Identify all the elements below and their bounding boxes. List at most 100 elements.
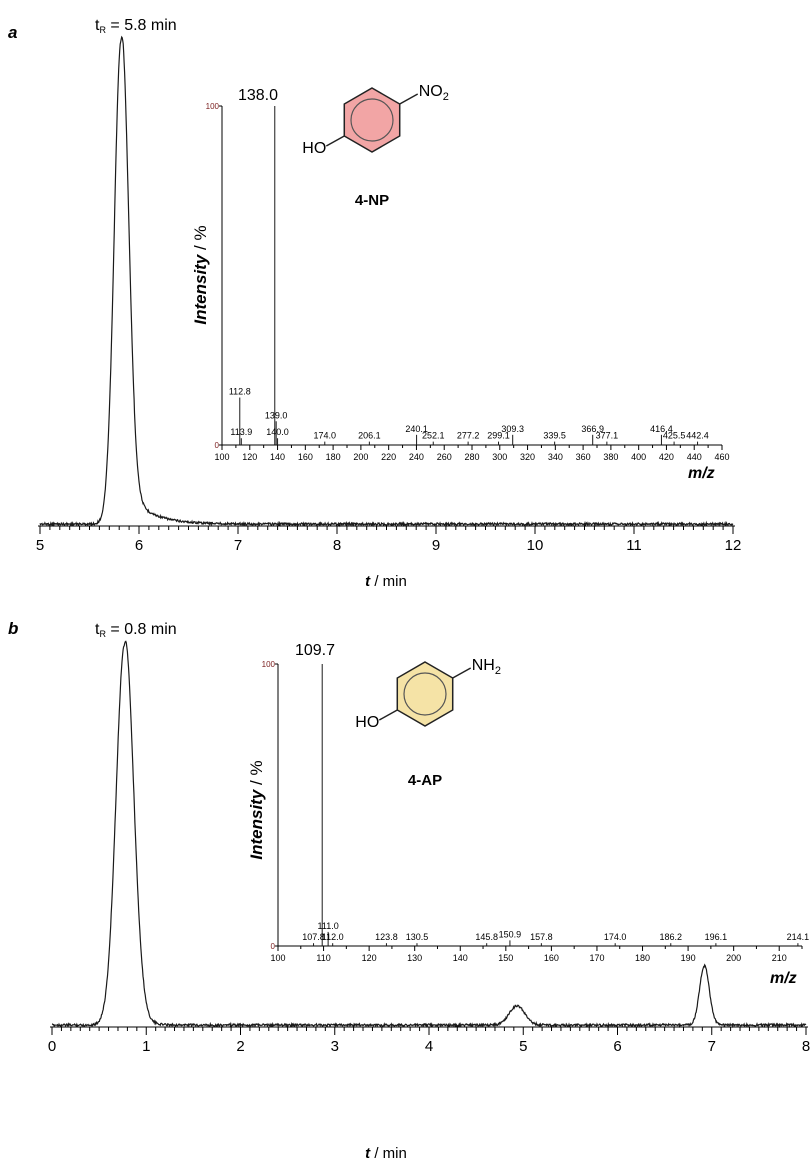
ms-peak-label: 339.5 — [543, 431, 566, 441]
substituent-bond — [452, 667, 472, 679]
inset-x-tick-label: 150 — [498, 953, 513, 963]
aromatic-circle — [350, 98, 394, 142]
inset-x-tick-label: 100 — [270, 953, 285, 963]
panel-b: b tR = 0.8 min 0 1 2 3 4 5 6 7 8 t / min 0 100 100 110 1… — [8, 619, 810, 1162]
x-axis-title: t / min — [365, 1145, 407, 1162]
x-tick-label: 9 — [432, 537, 440, 554]
x-tick-label: 5 — [36, 537, 44, 554]
inset-y-tick-label: 0 — [215, 441, 220, 450]
x-axis-title: t / min — [365, 573, 407, 590]
inset-x-tick-label: 110 — [316, 953, 330, 963]
hydroxyl-label: HO — [302, 140, 326, 157]
panel-letter-a: a — [8, 23, 17, 42]
inset-x-tick-label: 140 — [270, 452, 285, 462]
retention-time-annotation: tR = 0.8 min — [95, 621, 177, 639]
inset-x-tick-label: 420 — [659, 452, 674, 462]
inset-x-tick-label: 360 — [576, 452, 591, 462]
ms-peak-label: 174.0 — [314, 431, 337, 441]
inset-x-axis-title: m/z — [688, 465, 715, 482]
inset-x-tick-label: 280 — [464, 452, 479, 462]
hydroxyl-bond — [325, 135, 345, 147]
substituent-label: NH2 — [472, 657, 501, 677]
substituent-bond — [399, 93, 419, 105]
ms-peak-label: 196.1 — [705, 932, 728, 942]
inset-x-tick-label: 100 — [214, 452, 229, 462]
ms-peak-label: 111.0 — [318, 921, 339, 931]
x-tick-label: 10 — [527, 537, 544, 554]
x-tick-label: 5 — [519, 1038, 527, 1055]
inset-x-tick-label: 180 — [326, 452, 341, 462]
benzene-ring-icon — [343, 87, 401, 153]
x-tick-label: 6 — [135, 537, 143, 554]
ms-peak-label: 157.8 — [530, 932, 553, 942]
hydroxyl-label: HO — [355, 714, 379, 731]
ms-peak-label: 145.8 — [475, 932, 498, 942]
inset-x-tick-label: 200 — [353, 452, 368, 462]
inset-x-tick-label: 400 — [631, 452, 646, 462]
ms-peak-label: 377.1 — [596, 431, 619, 441]
inset-x-tick-label: 260 — [437, 452, 452, 462]
ms-peak-label: 425.5 — [663, 431, 686, 441]
inset-x-tick-label: 320 — [520, 452, 535, 462]
inset-x-tick-label: 170 — [589, 953, 604, 963]
ms-peak-label: 112.8 — [229, 387, 251, 397]
inset-x-tick-label: 460 — [714, 452, 729, 462]
compound-name: 4-NP — [355, 192, 389, 209]
inset-x-tick-label: 160 — [298, 452, 313, 462]
ms-peak-label: 112.0 — [322, 932, 344, 942]
ms-peak-label: 366.9 — [581, 424, 604, 434]
inset-x-tick-label: 240 — [409, 452, 424, 462]
ms-peak-label: 214.1 — [787, 932, 810, 942]
chromatogram-trace — [51, 640, 807, 1029]
inset-y-tick-label: 0 — [271, 942, 276, 951]
inset-x-tick-label: 180 — [635, 953, 650, 963]
x-tick-label: 11 — [626, 537, 642, 554]
inset-x-tick-label: 380 — [603, 452, 618, 462]
inset-x-tick-label: 130 — [407, 953, 422, 963]
ms-peak-label: 299.1 — [487, 431, 510, 441]
inset-y-tick-label: 100 — [262, 660, 276, 669]
inset-x-tick-label: 200 — [726, 953, 741, 963]
inset-y-tick-label: 100 — [206, 102, 220, 111]
compound-name: 4-AP — [408, 772, 442, 789]
ms-peak-label: 442.4 — [686, 431, 709, 441]
aromatic-circle — [403, 672, 447, 716]
chromatogram-trace — [39, 35, 734, 528]
x-tick-label: 2 — [236, 1038, 244, 1055]
inset-x-tick-label: 440 — [687, 452, 702, 462]
inset-y-axis-title: Intensity / % — [247, 760, 266, 859]
x-tick-label: 8 — [333, 537, 341, 554]
inset-x-tick-label: 210 — [772, 953, 787, 963]
retention-time-annotation: tR = 5.8 min — [95, 17, 177, 35]
inset-x-tick-label: 120 — [362, 953, 377, 963]
base-peak-label: 109.7 — [295, 642, 335, 659]
ms-peak-label: 123.8 — [375, 932, 398, 942]
x-tick-label: 12 — [725, 537, 742, 554]
ms-peak-label: 309.3 — [501, 424, 524, 434]
ms-peak-label: 277.2 — [457, 431, 480, 441]
ms-peak-label: 240.1 — [405, 424, 428, 434]
x-tick-label: 8 — [802, 1038, 810, 1055]
benzene-ring-icon — [396, 661, 454, 727]
ms-peak-label: 107.8 — [302, 932, 325, 942]
x-tick-label: 1 — [142, 1038, 150, 1055]
inset-x-tick-label: 300 — [492, 452, 507, 462]
panel-a: a tR = 5.8 min 5 6 7 8 9 10 11 12 t / min 0 100 100 12… — [8, 17, 741, 590]
ms-peak-label: 416.4 — [650, 424, 673, 434]
ms-peak-label: 150.9 — [499, 929, 522, 939]
inset-y-axis-title: Intensity / % — [191, 225, 210, 324]
inset-x-tick-label: 120 — [242, 452, 257, 462]
x-tick-label: 7 — [234, 537, 242, 554]
x-tick-label: 4 — [425, 1038, 433, 1055]
ms-peak-label: 206.1 — [358, 431, 381, 441]
x-tick-label: 3 — [331, 1038, 339, 1055]
base-peak-label: 138.0 — [238, 87, 278, 104]
x-tick-label: 0 — [48, 1038, 56, 1055]
inset-x-tick-label: 190 — [681, 953, 696, 963]
ms-peak-label: 113.9 — [230, 427, 252, 437]
ms-peak-label: 174.0 — [604, 932, 627, 942]
ms-peak-label: 139.0 — [265, 410, 288, 420]
x-tick-label: 6 — [613, 1038, 621, 1055]
hydroxyl-bond — [378, 709, 398, 721]
